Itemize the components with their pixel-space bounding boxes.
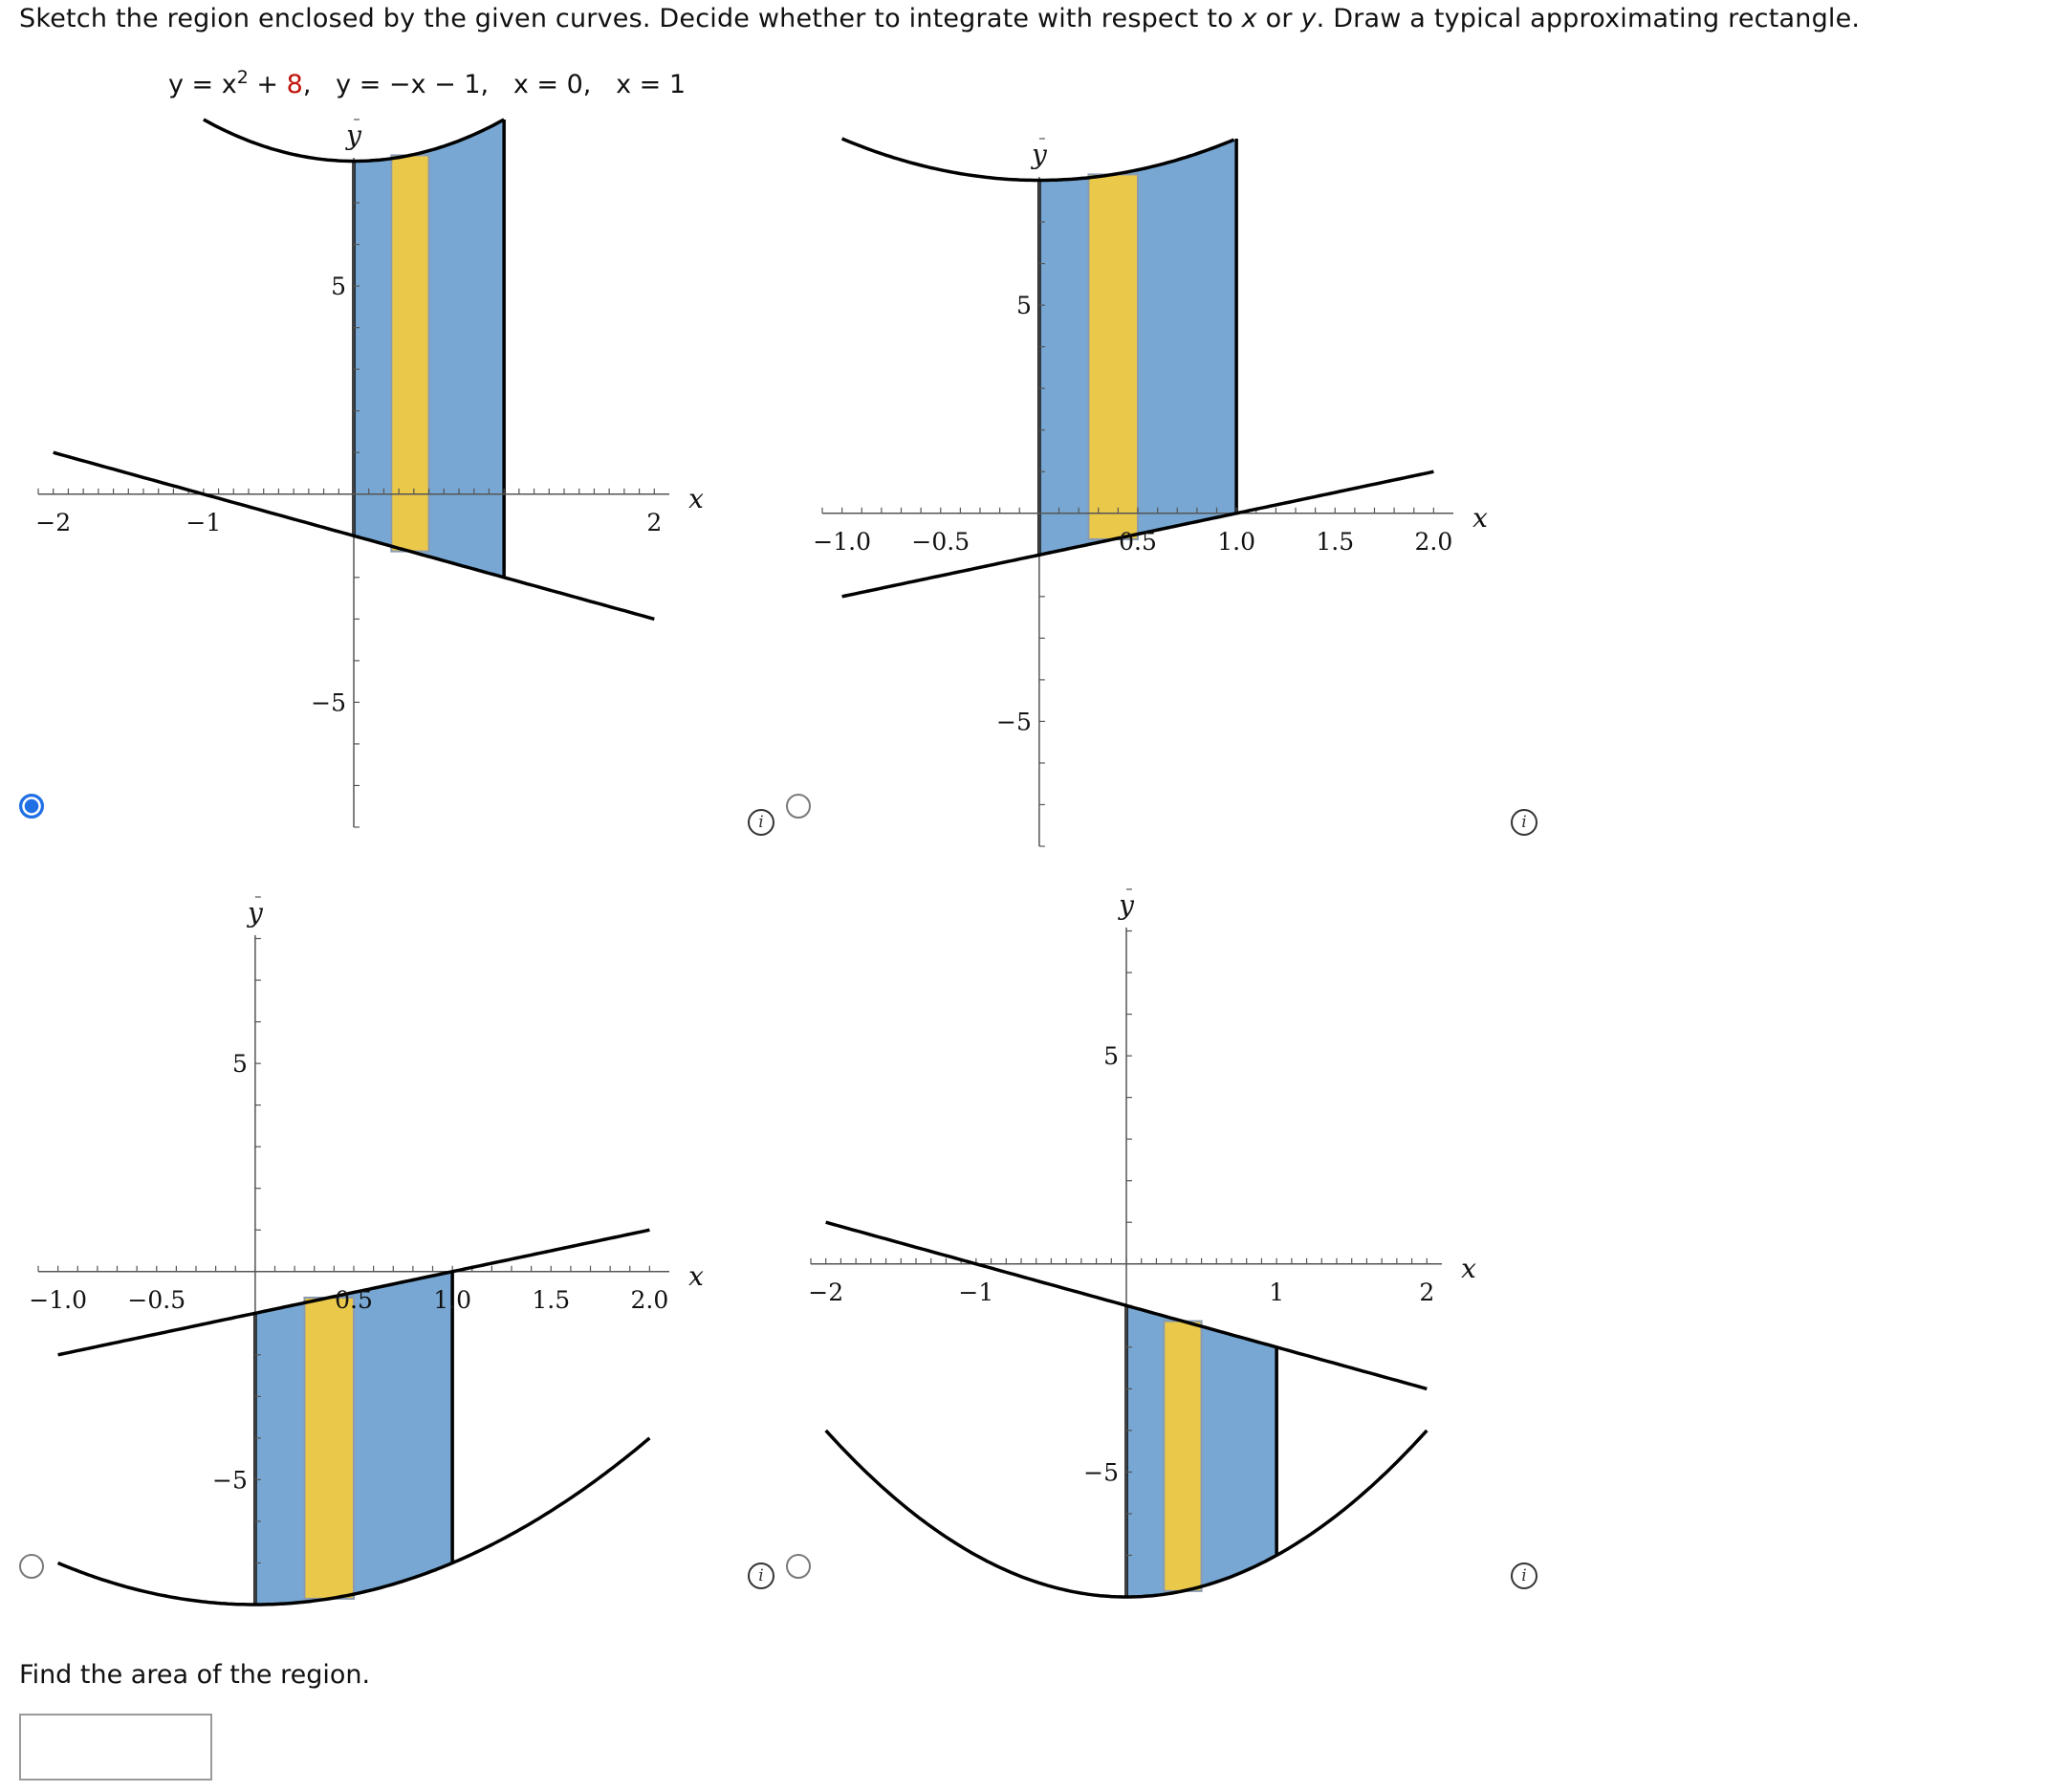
- x-tick-label: −1: [958, 1278, 993, 1306]
- x-axis-label: x: [688, 1260, 704, 1292]
- x-tick-label: 2: [646, 509, 662, 536]
- lower-curve: [56, 1436, 651, 1606]
- x-axis-label: x: [1472, 502, 1488, 534]
- x-tick-label: 2.0: [1414, 528, 1452, 556]
- x-tick-label: 1.5: [532, 1286, 570, 1314]
- upper-curve: [57, 1228, 650, 1357]
- x-tick-label: 1.5: [1316, 528, 1354, 556]
- y-tick-label: 5: [331, 273, 346, 300]
- y-axis-label: y: [344, 120, 362, 151]
- region-chart-svg: −1.0 −0.5 0.5 1.0 1.5 2.0 5 −5 x y: [813, 137, 1488, 847]
- x-axis-label: x: [688, 483, 704, 514]
- region-chart-svg: −2 −1 2 5 −5 x y: [35, 118, 704, 828]
- y-tick-label: −5: [1083, 1458, 1119, 1486]
- y-axis-label: y: [246, 897, 264, 929]
- upper-curve: [825, 1220, 1428, 1391]
- x-tick-label: −1.0: [29, 1286, 87, 1314]
- approximating-rectangle: [390, 154, 430, 553]
- option-4-radio[interactable]: [786, 1554, 811, 1579]
- x-tick-label: −0.5: [127, 1286, 185, 1314]
- x-tick-label: −0.5: [911, 528, 970, 556]
- x-tick-label: 1.0: [433, 1286, 471, 1314]
- x-axis-label: x: [1461, 1253, 1476, 1284]
- region-chart-svg: −1.0 −0.5 0.5 1.0 1.5 2.0 5 −5 x y: [29, 896, 704, 1606]
- lower-curve: [824, 1429, 1428, 1599]
- area-answer-input[interactable]: [19, 1714, 212, 1781]
- option-3-graph: −1.0 −0.5 0.5 1.0 1.5 2.0 5 −5 x y: [29, 896, 708, 1606]
- info-icon[interactable]: i: [748, 809, 774, 836]
- given-equations: y = x2 + 8, y = −x − 1, x = 0, x = 1: [168, 67, 687, 99]
- y-tick-label: 5: [1016, 292, 1032, 319]
- x-tick-label: 2.0: [630, 1286, 668, 1314]
- y-tick-label: −5: [996, 708, 1032, 735]
- y-axis-label: y: [1117, 889, 1135, 921]
- x-tick-label: 2: [1419, 1278, 1434, 1306]
- y-tick-label: −5: [311, 688, 346, 716]
- approximating-rectangle: [303, 1296, 355, 1600]
- x-tick-label: 0.5: [335, 1286, 373, 1314]
- x-tick-label: 1: [1269, 1278, 1284, 1306]
- upper-curve: [203, 118, 505, 164]
- info-icon[interactable]: i: [1511, 809, 1538, 836]
- x-tick-label: 0.5: [1119, 528, 1157, 556]
- x-tick-label: −2: [808, 1278, 843, 1306]
- option-2-graph: −1.0 −0.5 0.5 1.0 1.5 2.0 5 −5 x y: [813, 137, 1492, 847]
- info-icon[interactable]: i: [748, 1563, 774, 1589]
- x-tick-label: −1: [185, 509, 221, 536]
- upper-curve: [840, 137, 1235, 183]
- x-tick-label: −2: [35, 509, 71, 536]
- region-chart-svg: −2 −1 1 2 5 −5 x y: [808, 888, 1476, 1599]
- question-text: Sketch the region enclosed by the given …: [19, 4, 1861, 33]
- option-4-graph: −2 −1 1 2 5 −5 x y: [808, 888, 1480, 1599]
- approximating-rectangle: [1087, 173, 1139, 540]
- option-3-radio[interactable]: [19, 1554, 44, 1579]
- option-1-radio[interactable]: [19, 794, 44, 819]
- lower-curve: [841, 470, 1434, 599]
- x-tick-label: −1.0: [813, 528, 871, 556]
- y-tick-label: 5: [1103, 1042, 1119, 1070]
- find-area-prompt: Find the area of the region.: [19, 1660, 371, 1690]
- y-tick-label: −5: [212, 1466, 248, 1494]
- y-axis-label: y: [1030, 139, 1048, 170]
- option-1-graph: −2 −1 2 5 −5 x y: [35, 118, 708, 828]
- y-tick-label: 5: [232, 1050, 248, 1078]
- option-2-radio[interactable]: [786, 794, 811, 819]
- info-icon[interactable]: i: [1511, 1563, 1538, 1589]
- lower-curve: [53, 450, 655, 622]
- approximating-rectangle: [1163, 1320, 1203, 1592]
- x-tick-label: 1.0: [1217, 528, 1255, 556]
